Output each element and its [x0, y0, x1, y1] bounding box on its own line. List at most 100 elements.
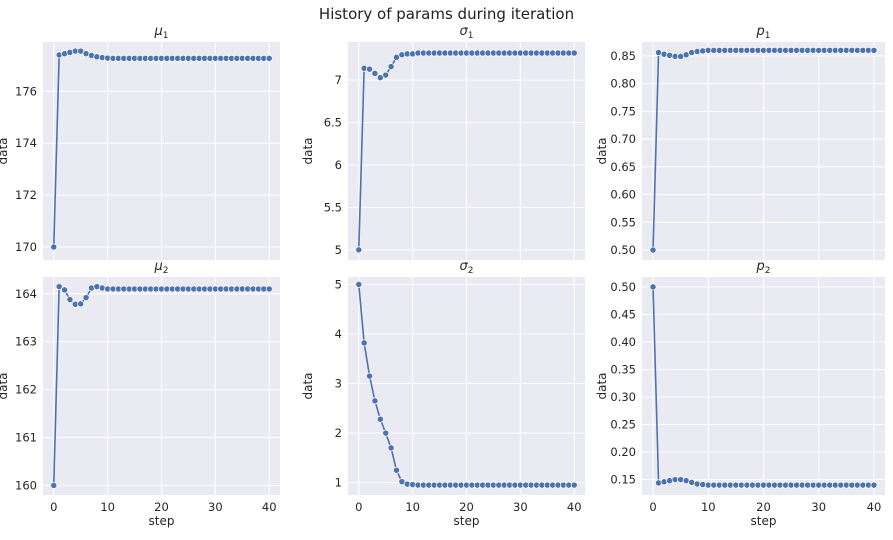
data-point [371, 397, 379, 405]
data-point [50, 243, 58, 251]
x-tick-label: 0 [355, 500, 362, 514]
subplot-4: 160 161 162 163 164 0 10 20 30 40 step data μ2 [0, 259, 280, 528]
data-point [366, 65, 373, 73]
subplot-title: p2 [756, 259, 771, 276]
data-point [649, 283, 657, 291]
y-tick-label: 163 [15, 335, 37, 349]
y-axis-label: data [301, 137, 315, 164]
y-tick-label: 0.25 [610, 418, 636, 432]
subplot-1: 170 172 174 176 data μ1 [0, 24, 280, 260]
y-axis-label: data [595, 372, 609, 399]
data-point [82, 294, 90, 302]
subplot-title: p1 [756, 24, 771, 41]
y-tick-label: 0.70 [610, 132, 636, 146]
y-tick-label: 0.50 [610, 280, 636, 294]
y-tick-label: 0.65 [610, 160, 636, 174]
y-tick-label: 0.30 [610, 390, 636, 404]
y-tick-label: 164 [15, 287, 37, 301]
subplot-title: μ2 [153, 259, 168, 276]
data-point [570, 49, 578, 57]
subplot-5: 1 2 3 4 5 0 10 20 30 40 step data σ2 [301, 259, 585, 528]
data-point [55, 283, 63, 291]
data-point [265, 54, 273, 62]
data-point [666, 477, 674, 485]
y-tick-label: 6.5 [324, 116, 342, 130]
data-point [77, 47, 85, 55]
data-point [382, 71, 390, 79]
x-tick-label: 40 [262, 500, 277, 514]
data-point [66, 296, 74, 303]
y-tick-label: 6 [335, 158, 342, 172]
y-tick-label: 5.5 [324, 200, 342, 214]
subplot-6: 0.15 0.20 0.25 0.30 0.35 0.40 0.45 0.50 0 10 20 30 4… [595, 259, 885, 528]
subplot-title: μ1 [153, 24, 168, 41]
data-point [382, 429, 390, 437]
data-point [355, 280, 363, 288]
subplot-title: σ1 [460, 24, 474, 41]
x-tick-label: 30 [208, 500, 223, 514]
data-point [666, 51, 674, 59]
y-tick-label: 5 [335, 277, 342, 291]
x-tick-label: 40 [567, 500, 582, 514]
x-tick-label: 10 [100, 500, 115, 514]
data-point [50, 481, 58, 489]
data-point [688, 49, 696, 56]
y-axis-label: data [595, 137, 609, 164]
y-axis-label: data [0, 372, 10, 399]
y-tick-label: 0.85 [610, 49, 636, 63]
data-point [355, 246, 363, 254]
data-point [376, 415, 384, 423]
data-point [677, 476, 685, 484]
y-tick-label: 176 [15, 84, 37, 98]
data-point [660, 478, 668, 486]
x-tick-label: 0 [649, 500, 656, 514]
y-tick-label: 170 [15, 240, 37, 254]
subplot-3: 0.50 0.55 0.60 0.65 0.70 0.75 0.80 0.85 data p1 [595, 24, 885, 260]
data-point [265, 285, 273, 293]
data-point [655, 479, 663, 487]
y-tick-label: 3 [335, 377, 342, 391]
y-tick-label: 161 [15, 431, 37, 445]
data-point [660, 50, 668, 58]
data-point [649, 246, 657, 254]
y-tick-label: 160 [15, 478, 37, 492]
y-tick-label: 0.35 [610, 362, 636, 376]
y-tick-label: 162 [15, 383, 37, 397]
data-point [393, 466, 400, 474]
data-point [870, 481, 878, 489]
y-tick-label: 4 [335, 327, 342, 341]
y-tick-label: 1 [335, 476, 342, 490]
x-tick-label: 20 [154, 500, 169, 514]
y-tick-label: 2 [335, 426, 342, 440]
y-tick-label: 0.45 [610, 307, 636, 321]
subplot-2: 5 5.5 6 6.5 7 data σ1 [301, 24, 585, 260]
x-tick-label: 10 [701, 500, 716, 514]
data-point [77, 300, 85, 308]
y-tick-label: 5 [335, 243, 342, 257]
x-tick-label: 0 [50, 500, 57, 514]
y-tick-label: 174 [15, 136, 37, 150]
y-tick-label: 0.50 [610, 243, 636, 257]
y-tick-label: 0.55 [610, 215, 636, 229]
x-axis-label: step [751, 514, 777, 528]
y-tick-label: 0.75 [610, 104, 636, 118]
data-point [371, 69, 379, 77]
data-point [870, 46, 878, 54]
x-axis-label: step [149, 514, 175, 528]
x-axis-label: step [454, 514, 480, 528]
y-tick-label: 0.80 [610, 77, 636, 91]
x-tick-label: 10 [405, 500, 420, 514]
y-tick-label: 0.15 [610, 473, 636, 487]
x-tick-label: 20 [459, 500, 474, 514]
subplot-title: σ2 [460, 259, 474, 276]
data-point [570, 481, 578, 489]
x-tick-label: 20 [756, 500, 771, 514]
y-tick-label: 0.40 [610, 335, 636, 349]
y-tick-label: 7 [335, 73, 342, 87]
y-axis-label: data [0, 137, 10, 164]
y-tick-label: 0.60 [610, 188, 636, 202]
x-tick-label: 30 [513, 500, 528, 514]
data-point [387, 444, 395, 452]
